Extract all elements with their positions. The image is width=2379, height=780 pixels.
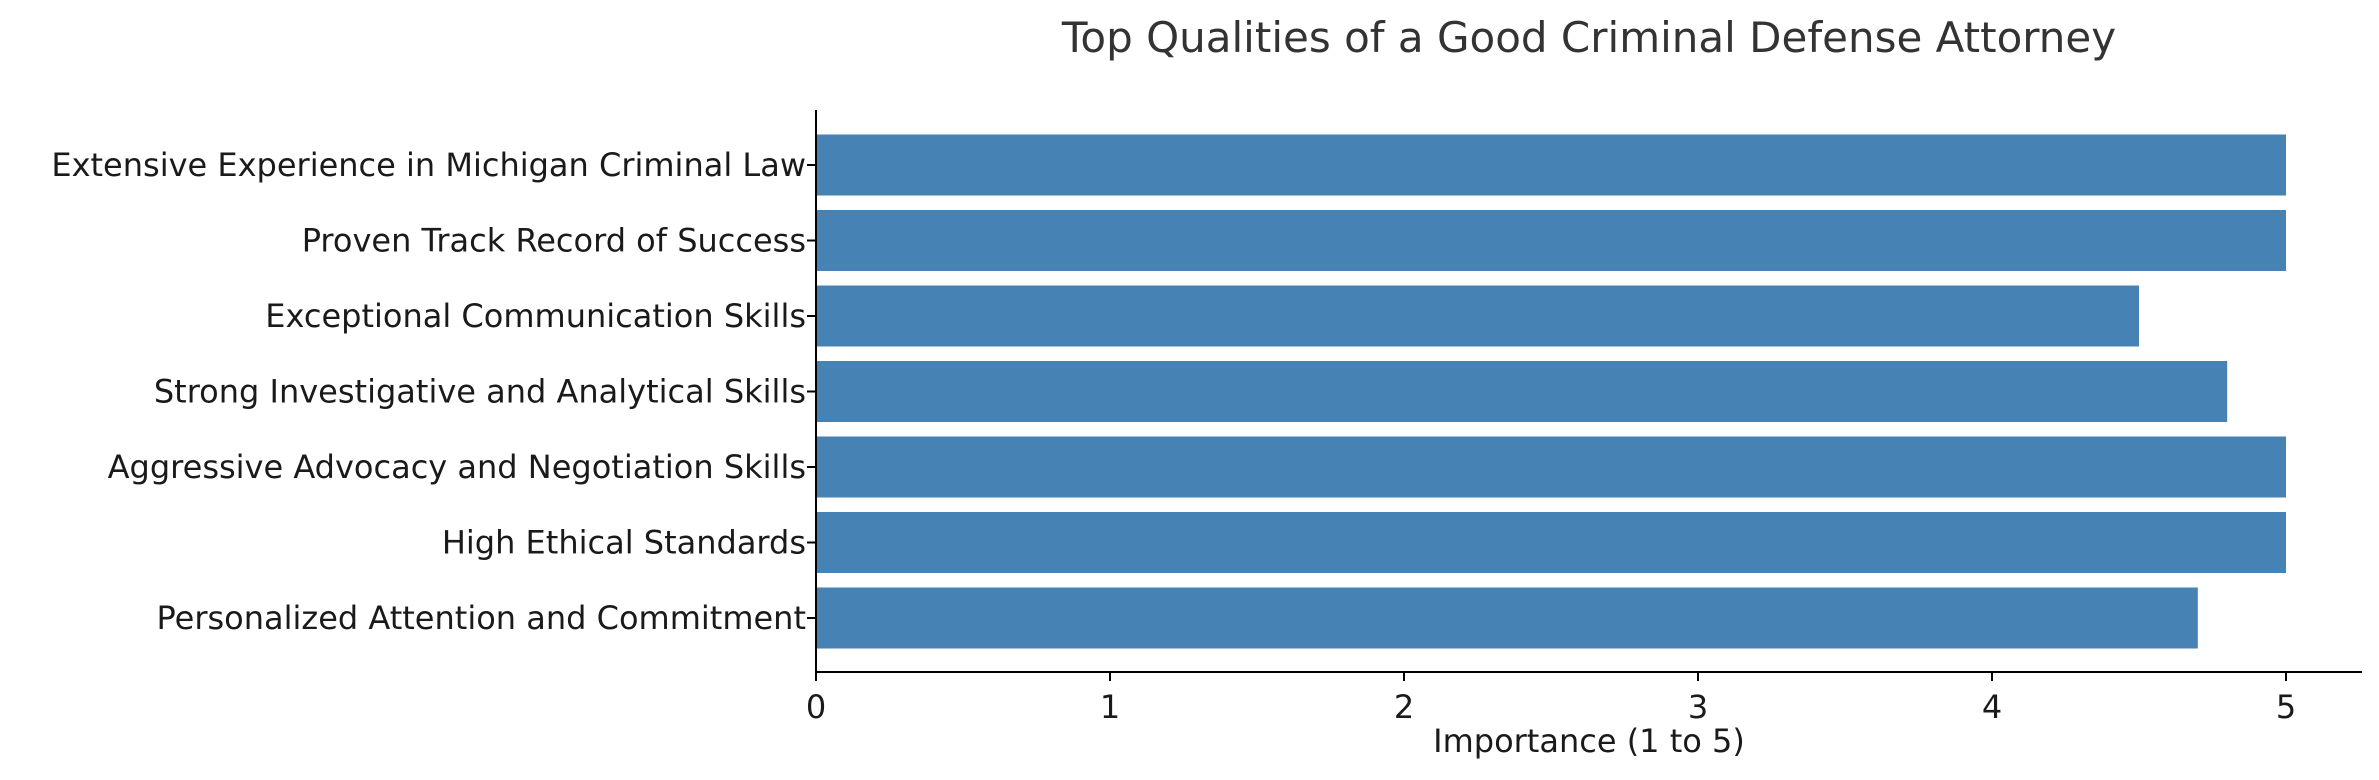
x-ticks-group: 0 1 2 3 4 5	[806, 672, 2296, 726]
bar-3	[816, 285, 2139, 347]
category-labels-group: Extensive Experience in Michigan Crimina…	[51, 146, 816, 637]
category-label: Proven Track Record of Success	[302, 222, 806, 260]
bar-4	[816, 361, 2228, 422]
bar-6	[816, 512, 2286, 573]
bar-1	[816, 134, 2286, 196]
x-axis-label: Importance (1 to 5)	[1433, 722, 1745, 760]
bar-5	[816, 436, 2286, 498]
category-label: Aggressive Advocacy and Negotiation Skil…	[108, 448, 806, 486]
x-tick-label: 0	[806, 688, 826, 726]
x-tick-label: 4	[1982, 688, 2002, 726]
category-label: Exceptional Communication Skills	[265, 297, 806, 335]
category-label: High Ethical Standards	[442, 524, 806, 562]
x-tick-label: 5	[2276, 688, 2296, 726]
bar-2	[816, 210, 2286, 271]
category-label: Extensive Experience in Michigan Crimina…	[51, 146, 806, 184]
x-tick-label: 3	[1688, 688, 1708, 726]
x-tick-label: 1	[1100, 688, 1120, 726]
category-label: Personalized Attention and Commitment	[156, 599, 806, 637]
chart-title: Top Qualities of a Good Criminal Defense…	[1061, 13, 2116, 62]
bars-group	[816, 134, 2286, 649]
bar-7	[816, 587, 2198, 649]
x-tick-label: 2	[1394, 688, 1414, 726]
category-label: Strong Investigative and Analytical Skil…	[154, 373, 806, 411]
